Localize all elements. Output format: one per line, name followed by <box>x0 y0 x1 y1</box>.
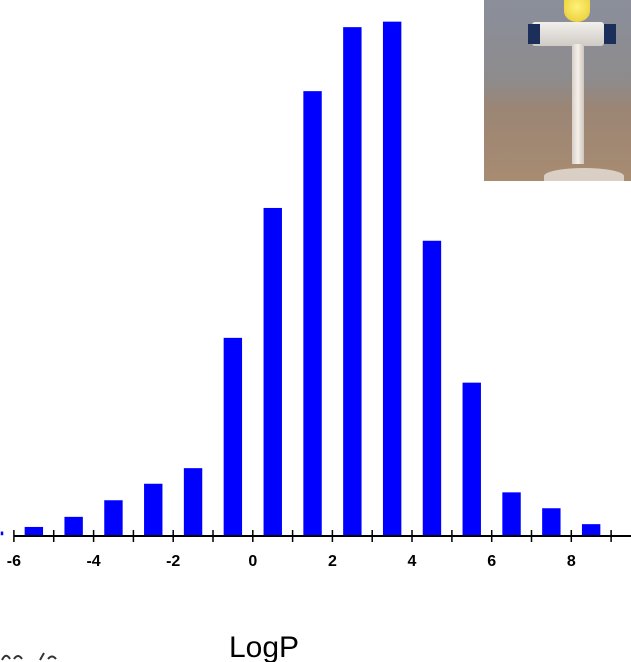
bar <box>500 490 523 537</box>
glass-tube-icon <box>572 44 584 164</box>
bar <box>0 530 5 537</box>
x-tick-label: -6 <box>7 553 21 570</box>
bar <box>421 239 443 537</box>
x-axis-ticks: -6 -4 -2 0 2 4 6 8 <box>7 530 612 570</box>
cropped-text-fragment <box>1 652 57 661</box>
bar <box>301 89 324 537</box>
x-tick-label: -2 <box>166 553 180 570</box>
bar <box>222 336 244 537</box>
bar <box>23 525 45 537</box>
x-tick-label: 4 <box>408 553 417 570</box>
bar <box>62 515 85 537</box>
bars-group <box>0 20 602 537</box>
bar <box>102 498 125 537</box>
bar <box>341 25 364 537</box>
bar <box>461 381 483 537</box>
bar <box>580 522 602 537</box>
x-tick-label: 2 <box>328 553 337 570</box>
bar <box>182 466 204 537</box>
cap-left-icon <box>528 24 540 44</box>
bar <box>381 20 403 537</box>
x-tick-label: 0 <box>248 553 257 570</box>
cap-right-icon <box>604 24 616 44</box>
beaker-base-icon <box>544 168 624 181</box>
stopcock-icon <box>532 22 604 46</box>
bar <box>142 482 164 537</box>
bar <box>540 506 563 537</box>
x-tick-label: -4 <box>86 553 100 570</box>
x-tick-label: 6 <box>487 553 496 570</box>
x-axis-label: LogP <box>229 631 299 662</box>
pipette-tip-icon <box>564 0 590 22</box>
x-tick-label: 8 <box>567 553 576 570</box>
bar <box>262 206 284 537</box>
apparatus-photo <box>484 0 631 181</box>
